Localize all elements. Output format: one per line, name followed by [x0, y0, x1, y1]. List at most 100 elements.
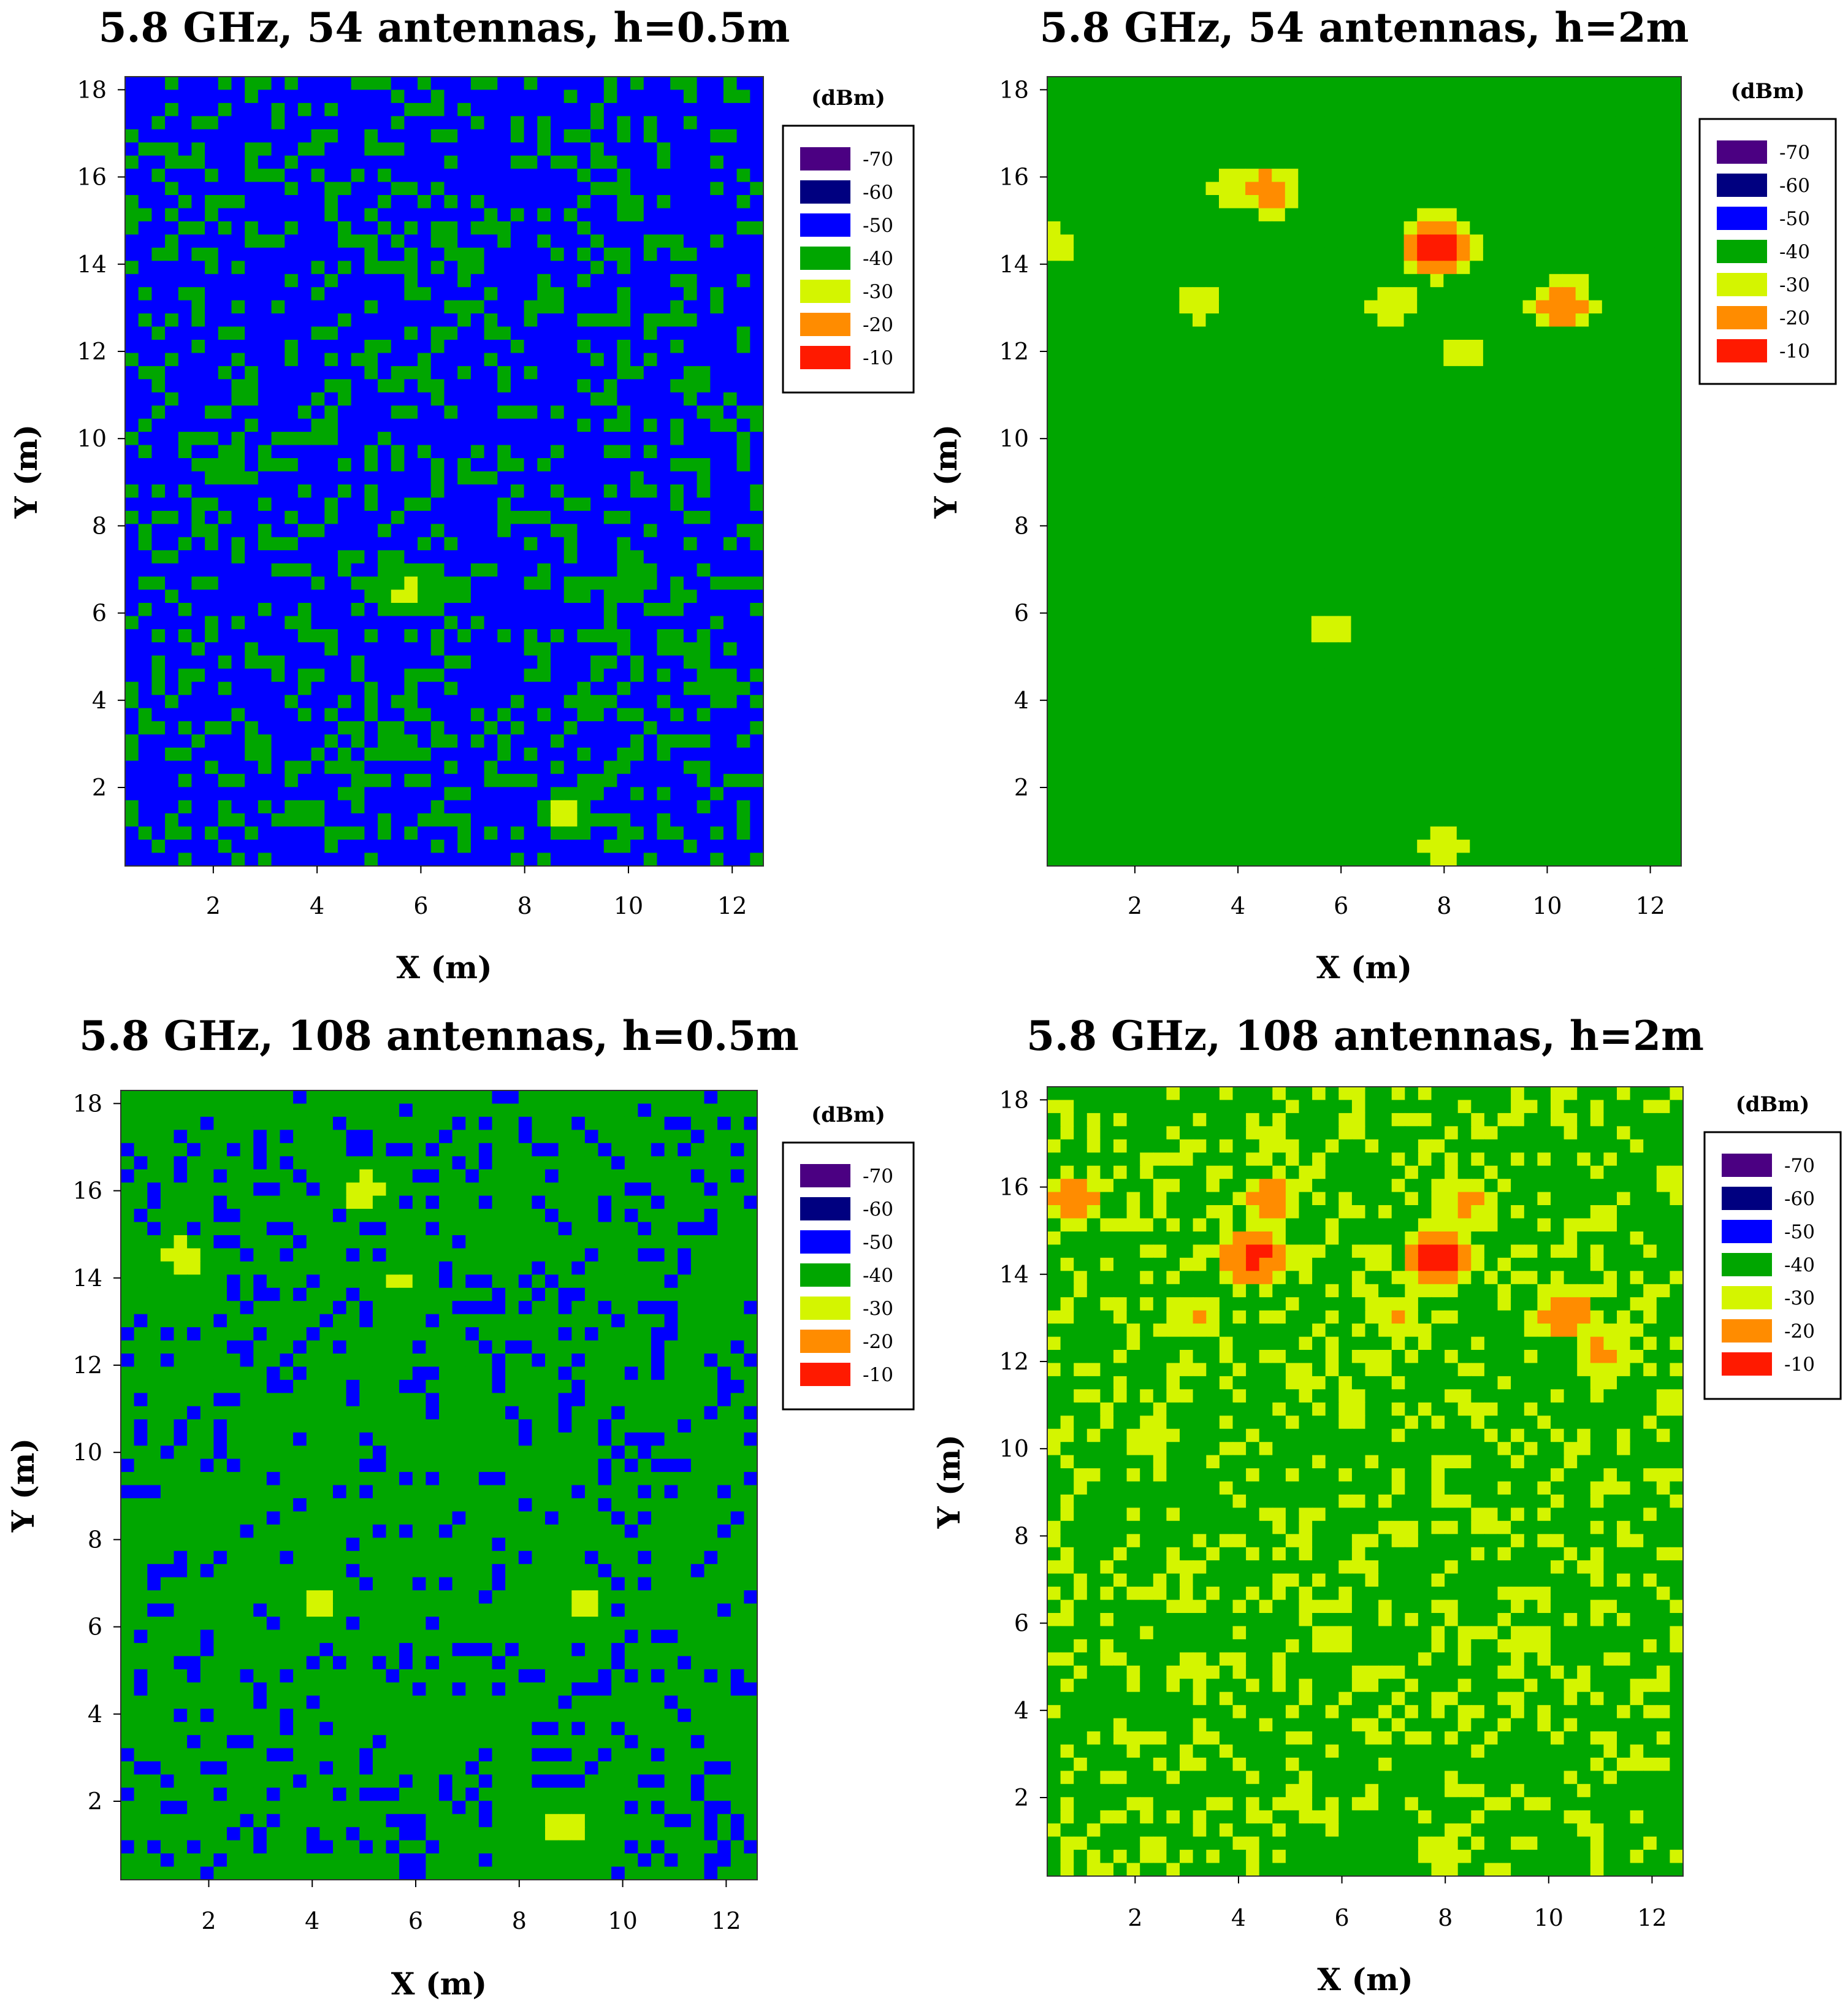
y-tick-label: 4	[88, 1701, 102, 1728]
y-tick-label: 18	[77, 76, 107, 103]
plot-frame	[120, 1090, 758, 1880]
legend-label: -50	[863, 215, 893, 237]
legend-swatch	[800, 313, 850, 336]
chart-title: 5.8 GHz, 108 antennas, h=2m	[1026, 1012, 1704, 1060]
x-tick-label: 12	[711, 1907, 741, 1934]
y-tick-label: 8	[92, 512, 107, 539]
heatmap-cells	[1047, 77, 1682, 867]
legend-swatch	[1722, 1352, 1772, 1376]
legend-swatch	[1722, 1154, 1772, 1177]
y-tick-label: 6	[92, 600, 107, 627]
y-axis-label: Y (m)	[931, 1435, 967, 1529]
plot-frame	[1047, 76, 1682, 867]
y-tick-label: 18	[999, 1086, 1029, 1113]
legend-title: (dBm)	[811, 86, 885, 110]
x-axis-label: X (m)	[391, 1966, 487, 2002]
y-tick-label: 18	[73, 1090, 102, 1117]
x-tick-label: 6	[1334, 1904, 1349, 1931]
legend-label: -20	[1779, 307, 1810, 329]
legend-label: -70	[863, 148, 893, 170]
y-tick-label: 14	[999, 1261, 1029, 1288]
x-axis-label: X (m)	[1317, 1961, 1413, 1998]
legend-label: -40	[863, 1265, 893, 1287]
legend-swatch	[800, 1363, 850, 1386]
y-tick-label: 6	[1014, 600, 1029, 627]
legend-label: -30	[1784, 1287, 1815, 1309]
y-tick-label: 16	[77, 164, 107, 191]
legend: (dBm) -70 -60 -50 -40 -30 -20 -10	[1698, 79, 1837, 385]
heatmap-panel-3: 5.8 GHz, 108 antennas, h=0.5m 2 4 6 8 10 12 2 4 6…	[5, 1012, 915, 2002]
y-tick-label: 12	[999, 338, 1029, 365]
legend-label: -60	[1784, 1188, 1815, 1210]
y-tick-label: 12	[77, 338, 107, 365]
legend-swatch	[1722, 1286, 1772, 1309]
legend-swatch	[1717, 207, 1767, 230]
x-tick-label: 6	[1334, 892, 1348, 919]
y-tick-label: 2	[1014, 1784, 1029, 1811]
legend-label: -10	[863, 1364, 893, 1386]
heatmap-cells	[125, 77, 764, 867]
y-tick-label: 2	[88, 1788, 102, 1815]
legend-swatch	[1717, 140, 1767, 164]
y-tick-label: 4	[1014, 1697, 1029, 1724]
legend-label: -50	[863, 1231, 893, 1254]
x-tick-label: 10	[1534, 1904, 1564, 1931]
x-tick-label: 8	[512, 1907, 527, 1934]
y-tick-label: 12	[73, 1352, 102, 1379]
legend: (dBm) -70 -60 -50 -40 -30 -20 -10	[1703, 1092, 1842, 1400]
y-tick-label: 10	[999, 1435, 1029, 1462]
x-tick-label: 12	[1637, 1904, 1667, 1931]
y-tick-label: 16	[73, 1178, 102, 1205]
y-tick-label: 10	[73, 1439, 102, 1466]
legend-label: -60	[863, 1198, 893, 1220]
legend-title: (dBm)	[811, 1103, 885, 1127]
heatmap-panel-2: 5.8 GHz, 54 antennas, h=2m 2 4 6 8 10 12 2 4 6 8 10…	[928, 4, 1837, 986]
plot-frame	[1047, 1086, 1684, 1877]
legend-swatch	[800, 1164, 850, 1187]
legend-label: -30	[863, 281, 893, 303]
legend-swatch	[1717, 306, 1767, 329]
heatmap-cells	[1047, 1087, 1684, 1877]
legend-label: -70	[863, 1165, 893, 1187]
y-tick-label: 10	[999, 425, 1029, 452]
y-tick-label: 6	[88, 1614, 102, 1641]
legend-label: -70	[1784, 1155, 1815, 1177]
y-tick-label: 2	[92, 774, 107, 801]
legend-label: -50	[1779, 208, 1810, 230]
x-tick-label: 8	[1438, 1904, 1453, 1931]
legend-label: -10	[1784, 1354, 1815, 1376]
x-tick-label: 4	[1231, 1904, 1246, 1931]
legend-label: -60	[1779, 175, 1810, 197]
x-tick-label: 6	[413, 892, 428, 919]
legend-swatch	[800, 1263, 850, 1287]
y-tick-label: 4	[92, 687, 107, 714]
legend-label: -40	[1784, 1254, 1815, 1276]
legend-swatch	[1722, 1253, 1772, 1276]
heatmap-panel-4: 5.8 GHz, 108 antennas, h=2m 2 4 6 8 10 12 2 4 6 8 1…	[931, 1012, 1842, 1998]
y-tick-label: 18	[999, 76, 1029, 103]
y-axis-label: Y (m)	[5, 1438, 41, 1533]
x-tick-label: 10	[608, 1907, 637, 1934]
legend-label: -20	[863, 314, 893, 336]
legend-title: (dBm)	[1731, 79, 1805, 104]
legend-label: -30	[863, 1298, 893, 1320]
y-tick-label: 16	[999, 164, 1029, 191]
legend: (dBm) -70 -60 -50 -40 -30 -20 -10	[782, 86, 915, 394]
y-tick-label: 6	[1014, 1610, 1029, 1637]
legend-swatch	[800, 247, 850, 270]
y-tick-label: 16	[999, 1174, 1029, 1201]
x-tick-label: 2	[1128, 1904, 1142, 1931]
legend-swatch	[1722, 1319, 1772, 1343]
plot-frame	[124, 76, 764, 867]
legend-label: -40	[863, 248, 893, 270]
x-axis-label: X (m)	[1316, 949, 1412, 986]
chart-title: 5.8 GHz, 54 antennas, h=2m	[1040, 4, 1689, 52]
legend-swatch	[800, 1297, 850, 1320]
legend-swatch	[1722, 1187, 1772, 1210]
y-tick-label: 8	[1014, 512, 1029, 539]
x-tick-label: 2	[206, 892, 221, 919]
y-tick-label: 14	[77, 251, 107, 278]
legend-swatch	[800, 346, 850, 369]
y-tick-label: 2	[1014, 774, 1029, 801]
